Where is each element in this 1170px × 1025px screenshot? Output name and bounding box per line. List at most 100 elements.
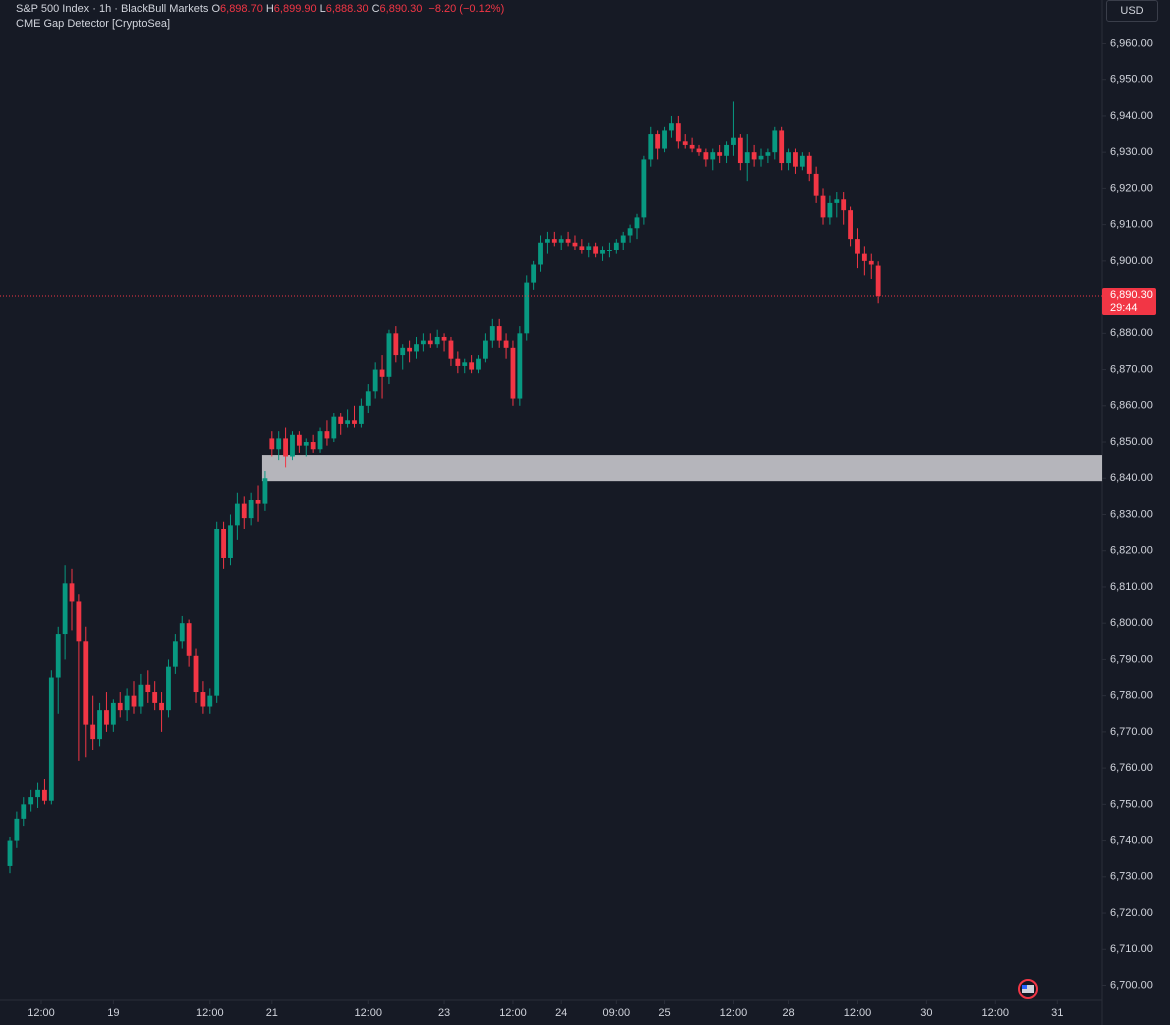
- y-tick-label: 6,950.00: [1110, 74, 1153, 86]
- y-tick-label: 6,860.00: [1110, 400, 1153, 412]
- candle-body: [138, 684, 144, 707]
- candle-body: [55, 634, 61, 678]
- currency-button[interactable]: USD: [1106, 0, 1158, 22]
- y-tick-label: 6,840.00: [1110, 472, 1153, 484]
- candle-body: [193, 655, 199, 693]
- candle-body: [76, 601, 82, 642]
- candle-body: [634, 217, 640, 229]
- ohlc-label: H: [265, 3, 274, 15]
- x-tick-label: 23: [438, 1007, 450, 1019]
- y-tick-label: 6,960.00: [1110, 37, 1153, 49]
- candle-body: [104, 710, 109, 725]
- candle-body: [200, 692, 206, 707]
- candle-body: [786, 152, 791, 164]
- candle-body: [379, 369, 385, 377]
- candle-body: [331, 416, 337, 439]
- symbol-line: S&P 500 Index · 1h · BlackBull Markets O…: [16, 2, 504, 17]
- candle-body: [855, 239, 860, 254]
- candle-body: [579, 246, 585, 250]
- candle-body: [620, 235, 626, 243]
- candle-body: [407, 347, 413, 352]
- y-tick-label: 6,730.00: [1110, 871, 1153, 883]
- y-tick-label: 6,790.00: [1110, 653, 1153, 665]
- candle-body: [551, 239, 557, 243]
- gap-zone: [261, 455, 1102, 482]
- candle-body: [758, 155, 764, 160]
- y-tick-label: 6,750.00: [1110, 798, 1153, 810]
- candle-body: [682, 141, 688, 145]
- candle-body: [834, 199, 840, 203]
- ohlc-label: L: [319, 3, 326, 15]
- candle-body: [317, 431, 323, 450]
- ohlc-value: 6,898.70: [220, 3, 263, 15]
- y-tick-label: 6,830.00: [1110, 508, 1153, 520]
- candle-body: [724, 144, 729, 156]
- candle-body: [744, 152, 750, 164]
- candle-body: [7, 840, 13, 866]
- candle-body: [558, 239, 564, 243]
- candle-body: [731, 137, 736, 145]
- candle-body: [565, 239, 571, 243]
- candle-body: [131, 695, 137, 707]
- candle-body: [276, 438, 282, 450]
- candle-body: [820, 195, 826, 218]
- candle-body: [524, 282, 530, 334]
- candle-body: [14, 818, 20, 841]
- candle-body: [545, 239, 550, 243]
- x-tick-label: 31: [1051, 1007, 1063, 1019]
- x-tick-label: 12:00: [720, 1007, 748, 1019]
- candle-body: [531, 264, 537, 283]
- candle-body: [717, 152, 723, 156]
- x-tick-label: 12:00: [27, 1007, 55, 1019]
- candle-body: [62, 583, 68, 635]
- candle-body: [420, 340, 426, 345]
- indicator-name: CME Gap Detector [CryptoSea]: [16, 18, 171, 30]
- candle-body: [303, 442, 309, 446]
- candle-body: [145, 684, 151, 693]
- candle-body: [124, 695, 130, 711]
- candle-body: [675, 123, 681, 142]
- candle-body: [159, 702, 164, 711]
- candle-body: [462, 362, 468, 366]
- candle-body: [793, 152, 798, 167]
- candle-body: [641, 159, 647, 218]
- candle-body: [358, 405, 364, 424]
- candle-body: [28, 797, 34, 805]
- candle-body: [338, 416, 344, 424]
- candle-body: [655, 134, 661, 149]
- candle-body: [593, 246, 599, 254]
- candle-body: [372, 369, 378, 392]
- candle-body: [345, 420, 351, 424]
- candle-body: [365, 391, 371, 406]
- y-tick-label: 6,920.00: [1110, 182, 1153, 194]
- candle-body: [496, 326, 502, 341]
- ohlc-values: O6,898.70 H6,899.90 L6,888.30 C6,890.30: [211, 3, 425, 15]
- candle-body: [627, 228, 633, 236]
- header: S&P 500 Index · 1h · BlackBull Markets O…: [16, 2, 504, 32]
- candle-body: [234, 503, 240, 526]
- last-price-box: [1102, 288, 1156, 316]
- y-tick-label: 6,760.00: [1110, 762, 1153, 774]
- candle-body: [400, 347, 406, 356]
- candle-body: [352, 420, 357, 424]
- ohlc-value: 6,899.90: [273, 3, 317, 15]
- candle-body: [290, 434, 295, 457]
- x-tick-label: 19: [107, 1007, 119, 1019]
- symbol-title: S&P 500 Index · 1h · BlackBull Markets: [16, 3, 209, 15]
- ohlc-value: 6,890.30: [379, 3, 423, 15]
- y-tick-label: 6,810.00: [1110, 581, 1153, 593]
- y-tick-label: 6,870.00: [1110, 363, 1153, 375]
- candle-body: [517, 333, 523, 399]
- candle-body: [662, 130, 667, 149]
- candle-body: [861, 253, 867, 261]
- candle-body: [737, 137, 743, 164]
- candle-body: [48, 677, 54, 801]
- candle-body: [241, 503, 247, 519]
- candle-body: [586, 246, 592, 250]
- candle-body: [179, 623, 185, 642]
- candle-body: [613, 242, 619, 250]
- candle-body: [689, 144, 695, 149]
- x-tick-label: 21: [266, 1007, 278, 1019]
